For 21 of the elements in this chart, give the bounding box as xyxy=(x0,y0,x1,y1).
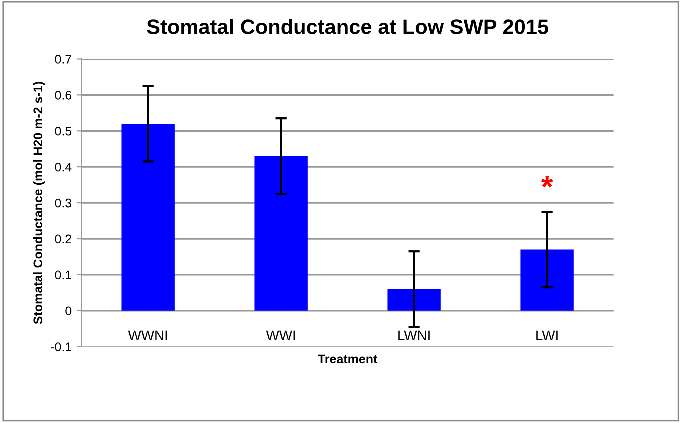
y-tick-label: 0.6 xyxy=(55,90,72,100)
bar xyxy=(520,250,574,311)
y-tick-label: 0.4 xyxy=(55,162,72,172)
y-axis-title: Stomatal Conductance (mol H20 m-2 s-1) xyxy=(33,82,46,324)
annotation: * xyxy=(541,176,554,188)
bar xyxy=(122,124,175,311)
x-tick-label: LWNI xyxy=(398,330,430,340)
y-tick-label: -0.1 xyxy=(51,342,72,352)
y-tick-label: 0.3 xyxy=(55,198,72,208)
x-tick-label: WWI xyxy=(266,330,296,340)
y-tick-label: 0.7 xyxy=(55,55,72,64)
x-tick-label: WWNI xyxy=(128,330,168,340)
y-tick-label: 0.5 xyxy=(55,126,72,136)
x-axis-title: Treatment xyxy=(318,354,378,364)
y-tick-label: 0 xyxy=(66,306,72,316)
bar xyxy=(254,156,308,311)
y-tick-label: 0.2 xyxy=(55,234,72,244)
bar xyxy=(388,289,441,311)
chart-title: Stomatal Conductance at Low SWP 2015 xyxy=(147,19,548,34)
y-tick-label: 0.1 xyxy=(55,270,72,280)
x-tick-label: LWI xyxy=(536,330,558,340)
